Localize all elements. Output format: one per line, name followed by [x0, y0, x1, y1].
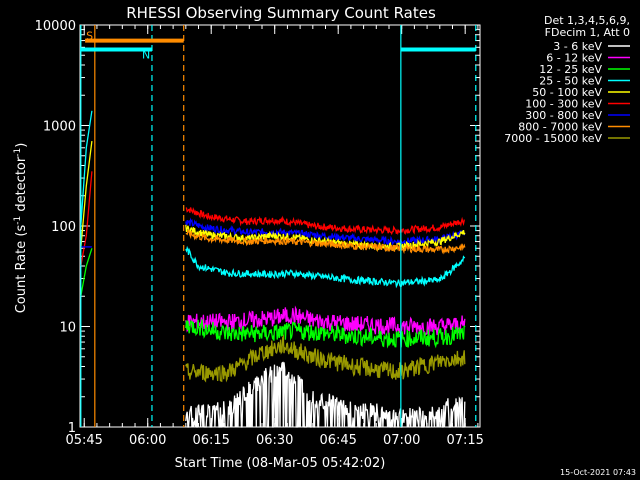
legend-header: Det 1,3,4,5,6,9, [544, 14, 630, 27]
legend-label: 800 - 7000 keV [518, 121, 602, 134]
y-tick-label: 1000 [43, 120, 76, 135]
y-axis-label: Count Rate (s-1 detector-1) [13, 143, 29, 314]
x-tick-label: 06:00 [129, 433, 166, 448]
early-segment [80, 171, 93, 267]
timestamp: 15-Oct-2021 07:43 [560, 468, 636, 477]
chart-title: RHESSI Observing Summary Count Rates [126, 4, 436, 22]
y-tick-label: 100 [51, 220, 76, 235]
early-segment [80, 248, 93, 297]
legend-label: 6 - 12 keV [546, 52, 602, 65]
series-line [185, 334, 466, 383]
state-bar-label: S [86, 30, 93, 43]
x-tick-label: 06:15 [192, 433, 229, 448]
legend-label: 50 - 100 keV [532, 86, 602, 99]
y-tick-label: 1 [68, 421, 76, 436]
legend-label: 12 - 25 keV [539, 63, 602, 76]
legend-label: 25 - 50 keV [539, 75, 602, 88]
series-line [185, 305, 466, 337]
early-segment [80, 110, 93, 227]
x-tick-label: 06:45 [319, 433, 356, 448]
state-bar-label: N [142, 49, 150, 62]
y-tick-label: 10000 [35, 19, 76, 34]
legend-label: 3 - 6 keV [553, 40, 602, 53]
series-line [185, 229, 466, 255]
legend-label: 7000 - 15000 keV [504, 132, 602, 145]
early-segment [80, 141, 93, 249]
legend-label: 100 - 300 keV [525, 98, 602, 111]
legend-header: FDecim 1, Att 0 [545, 26, 630, 39]
x-tick-label: 05:45 [65, 433, 102, 448]
x-tick-label: 06:30 [256, 433, 293, 448]
legend-label: 300 - 800 keV [525, 109, 602, 122]
series-line [185, 319, 466, 349]
x-tick-label: 07:15 [446, 433, 483, 448]
x-tick-label: 07:00 [383, 433, 420, 448]
series-line [185, 361, 466, 428]
legend: Det 1,3,4,5,6,9,FDecim 1, Att 03 - 6 keV… [504, 14, 630, 145]
plot-area: 1 10 100 1000 10000 05:45 06:00 06:15 06:30 06:45… [35, 19, 484, 448]
y-tick-label: 10 [59, 321, 76, 336]
series-line [185, 207, 466, 236]
x-axis-label: Start Time (08-Mar-05 05:42:02) [175, 456, 386, 471]
series-line [185, 245, 466, 289]
series-line [185, 217, 466, 248]
